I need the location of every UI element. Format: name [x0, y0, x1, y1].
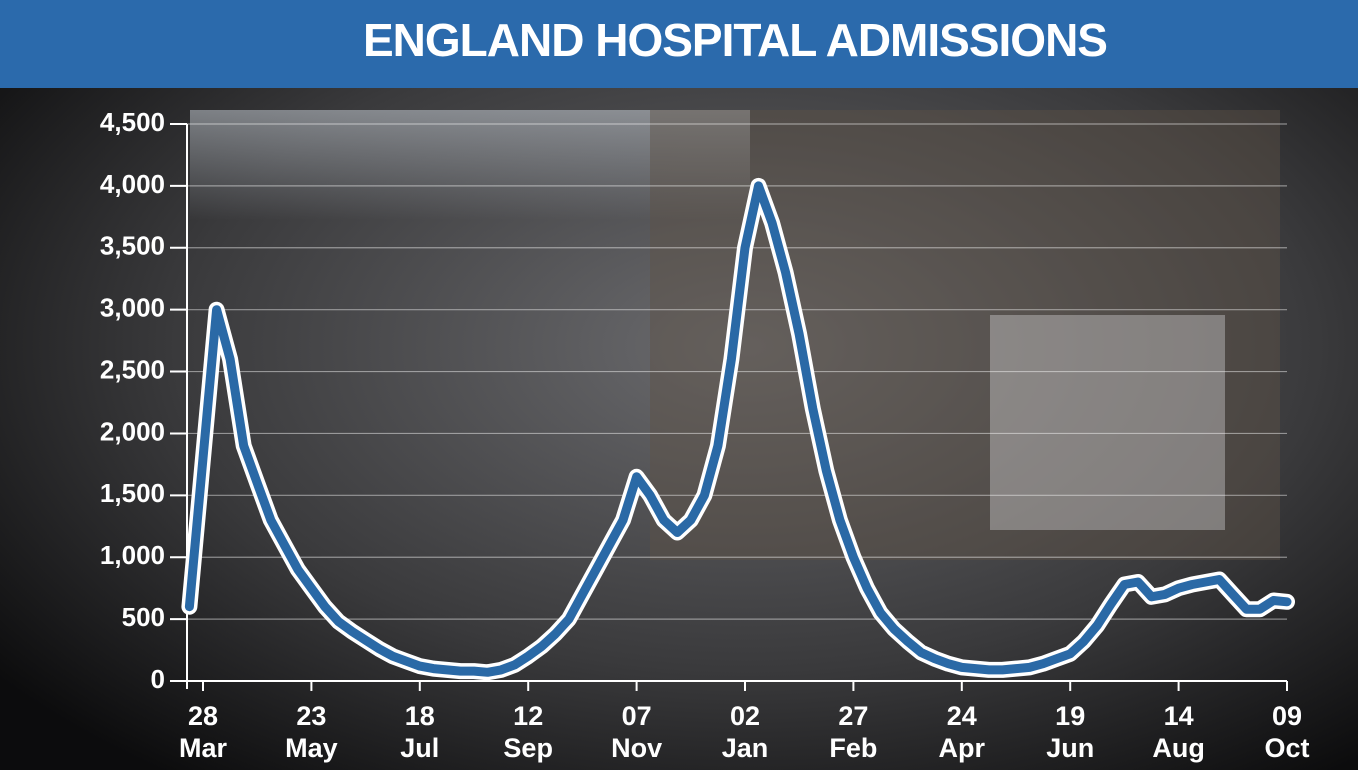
grid: 0 500 1,000 1,500 2,000 2,500 3,000 3,500 4,000 4… — [100, 107, 1310, 763]
y-tick-label: 4,000 — [100, 169, 165, 199]
x-tick-label: 27 Feb — [829, 701, 877, 763]
x-tick-label: 18 Jul — [400, 701, 439, 763]
y-tick-label: 500 — [122, 602, 165, 632]
y-tick-label: 1,500 — [100, 478, 165, 508]
y-tick-label: 4,500 — [100, 107, 165, 137]
title-banner — [0, 0, 1358, 88]
x-tick-label: 07 Nov — [611, 701, 662, 763]
background-sign — [990, 315, 1225, 530]
x-tick-label: 02 Jan — [722, 701, 769, 763]
x-tick-label: 14 Aug — [1152, 701, 1204, 763]
x-tick-label: 24 Apr — [939, 701, 986, 763]
y-tick-label: 2,000 — [100, 416, 165, 446]
x-tick-label: 09 Oct — [1264, 701, 1309, 763]
x-tick-label: 28 Mar — [179, 701, 228, 763]
background-sky — [190, 110, 750, 220]
plot — [181, 177, 1295, 681]
y-tick-label: 1,000 — [100, 540, 165, 570]
chart-title: ENGLAND HOSPITAL ADMISSIONS — [363, 14, 1107, 66]
line — [184, 181, 1292, 677]
x-tick-label: 19 Jun — [1046, 701, 1094, 763]
x-tick-label: 23 May — [285, 701, 338, 763]
y-tick-label: 2,500 — [100, 354, 165, 384]
y-tick-label: 0 — [151, 664, 165, 694]
y-tick-label: 3,500 — [100, 231, 165, 261]
x-tick-label: 12 Sep — [503, 701, 553, 763]
y-tick-label: 3,000 — [100, 293, 165, 323]
